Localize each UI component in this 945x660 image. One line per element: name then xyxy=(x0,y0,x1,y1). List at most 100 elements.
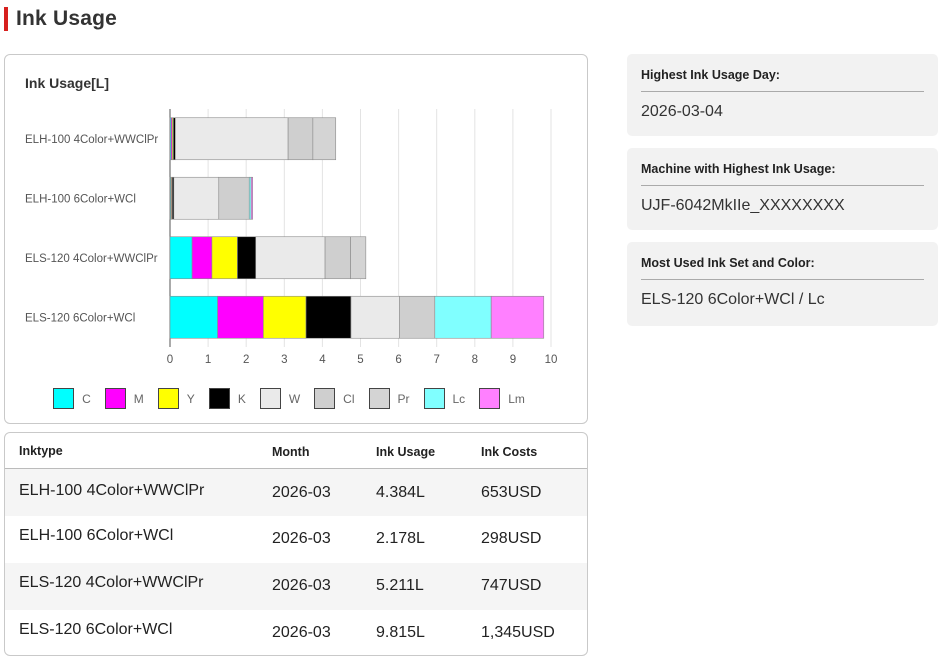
bar-segment-pr[interactable] xyxy=(312,117,337,161)
column-header-inktype[interactable]: Inktype xyxy=(19,444,63,458)
bar-segment-w[interactable] xyxy=(255,236,326,280)
column-header-ink-costs[interactable]: Ink Costs xyxy=(481,445,538,459)
table-row[interactable]: ELS-120 4Color+WWClPr 2026-03 5.211L 747… xyxy=(5,563,587,610)
cell-ink-usage: 5.211L xyxy=(376,577,424,594)
legend-label: Lc xyxy=(452,391,466,406)
cell-inktype: ELH-100 6Color+WCl xyxy=(19,527,174,544)
legend-label: C xyxy=(82,391,91,406)
bar-segment-k[interactable] xyxy=(237,236,257,280)
x-tick-label: 9 xyxy=(510,354,516,366)
legend-label: Cl xyxy=(343,391,355,406)
legend-label: Y xyxy=(186,391,195,406)
cell-ink-costs: 298USD xyxy=(481,530,542,547)
ink-usage-chart: 0 1 2 3 4 5 6 7 8 9 10 ELH-100 4Color+WWClPr ELH-100… xyxy=(25,109,558,366)
legend-item-m[interactable]: M xyxy=(104,388,144,409)
most-used-ink-label: Most Used Ink Set and Color: xyxy=(641,256,815,270)
ink-usage-chart-card: Ink Usage[L] 0 1 2 3 4 5 6 7 8 9 10 ELH-100 4Color+… xyxy=(4,54,588,424)
legend-swatch xyxy=(157,388,179,409)
bar-segment-y[interactable] xyxy=(263,295,307,339)
legend-swatch xyxy=(479,388,501,409)
x-tick-label: 10 xyxy=(545,354,558,366)
most-used-ink-value: ELS-120 6Color+WCl / Lc xyxy=(641,291,825,308)
divider xyxy=(641,279,924,280)
legend-item-k[interactable]: K xyxy=(208,388,246,409)
bar-segment-cl[interactable] xyxy=(287,117,314,161)
x-tick-label: 4 xyxy=(319,354,326,366)
highest-usage-day-card: Highest Ink Usage Day: 2026-03-04 xyxy=(627,54,938,136)
cell-month: 2026-03 xyxy=(272,577,331,594)
legend-swatch xyxy=(208,388,230,409)
cell-month: 2026-03 xyxy=(272,624,331,641)
highest-usage-machine-value: UJF-6042MkIIe_XXXXXXXX xyxy=(641,197,845,214)
cell-month: 2026-03 xyxy=(272,484,331,501)
legend-swatch xyxy=(104,388,126,409)
bar-segment-m[interactable] xyxy=(191,236,213,280)
x-tick-label: 8 xyxy=(472,354,478,366)
bar-segment-y[interactable] xyxy=(211,236,238,280)
x-tick-label: 0 xyxy=(167,354,173,366)
legend-item-lc[interactable]: Lc xyxy=(423,388,466,409)
category-label: ELS-120 4Color+WWClPr xyxy=(25,253,158,265)
header-accent-bar xyxy=(4,7,8,31)
cell-inktype: ELS-120 4Color+WWClPr xyxy=(19,574,204,591)
column-header-ink-usage[interactable]: Ink Usage xyxy=(376,445,436,459)
bar-segment-lm[interactable] xyxy=(490,295,545,339)
page-title: Ink Usage xyxy=(16,7,118,30)
legend-label: Pr xyxy=(397,391,410,406)
highest-usage-machine-card: Machine with Highest Ink Usage: UJF-6042… xyxy=(627,148,938,230)
legend-label: Lm xyxy=(508,391,525,406)
category-label: ELH-100 4Color+WWClPr xyxy=(25,134,158,146)
ink-usage-table: Inktype Month Ink Usage Ink Costs ELH-10… xyxy=(4,432,588,656)
bar-segment-pr[interactable] xyxy=(350,236,367,280)
divider xyxy=(641,185,924,186)
cell-ink-costs: 653USD xyxy=(481,484,542,501)
bar-segment-cl[interactable] xyxy=(218,176,250,220)
legend-swatch xyxy=(423,388,445,409)
bar-segment-c[interactable] xyxy=(169,295,218,339)
cell-ink-usage: 2.178L xyxy=(376,530,425,547)
x-tick-label: 7 xyxy=(433,354,439,366)
legend-item-y[interactable]: Y xyxy=(157,388,195,409)
legend-item-pr[interactable]: Pr xyxy=(368,388,410,409)
bar-segment-m[interactable] xyxy=(217,295,264,339)
bar-segment-w[interactable] xyxy=(175,117,289,161)
cell-inktype: ELS-120 6Color+WCl xyxy=(19,621,173,638)
legend-swatch xyxy=(314,388,336,409)
page-header: Ink Usage xyxy=(4,6,117,32)
highest-usage-day-value: 2026-03-04 xyxy=(641,103,723,120)
x-tick-label: 5 xyxy=(357,354,363,366)
legend-item-lm[interactable]: Lm xyxy=(479,388,525,409)
bar-segment-c[interactable] xyxy=(169,236,193,280)
bar-segment-lc[interactable] xyxy=(434,295,492,339)
cell-ink-costs: 747USD xyxy=(481,577,542,594)
category-label: ELS-120 6Color+WCl xyxy=(25,312,135,324)
most-used-ink-card: Most Used Ink Set and Color: ELS-120 6Co… xyxy=(627,242,938,326)
bar-segment-lm[interactable] xyxy=(250,176,253,220)
table-header-row: Inktype Month Ink Usage Ink Costs xyxy=(5,433,587,469)
highest-usage-day-label: Highest Ink Usage Day: xyxy=(641,68,780,82)
cell-inktype: ELH-100 4Color+WWClPr xyxy=(19,482,205,499)
bar-segment-cl[interactable] xyxy=(399,295,436,339)
cell-ink-usage: 9.815L xyxy=(376,624,425,641)
x-tick-label: 3 xyxy=(281,354,287,366)
category-label: ELH-100 6Color+WCl xyxy=(25,193,136,205)
divider xyxy=(641,91,924,92)
bar-segment-w[interactable] xyxy=(350,295,400,339)
cell-ink-costs: 1,345USD xyxy=(481,624,555,641)
x-tick-label: 6 xyxy=(395,354,401,366)
table-row[interactable]: ELH-100 6Color+WCl 2026-03 2.178L 298USD xyxy=(5,516,587,563)
bar-segment-cl[interactable] xyxy=(324,236,351,280)
legend-item-w[interactable]: W xyxy=(259,388,301,409)
legend-label: W xyxy=(288,391,301,406)
legend-swatch xyxy=(368,388,390,409)
column-header-month[interactable]: Month xyxy=(272,445,310,459)
cell-ink-usage: 4.384L xyxy=(376,484,425,501)
bar-segment-k[interactable] xyxy=(305,295,352,339)
legend-swatch xyxy=(53,388,75,409)
table-row[interactable]: ELS-120 6Color+WCl 2026-03 9.815L 1,345U… xyxy=(5,610,587,655)
table-row[interactable]: ELH-100 4Color+WWClPr 2026-03 4.384L 653… xyxy=(5,469,587,516)
bar-segment-w[interactable] xyxy=(173,176,220,220)
legend-swatch xyxy=(259,388,281,409)
legend-item-c[interactable]: C xyxy=(53,388,91,409)
legend-item-cl[interactable]: Cl xyxy=(314,388,355,409)
